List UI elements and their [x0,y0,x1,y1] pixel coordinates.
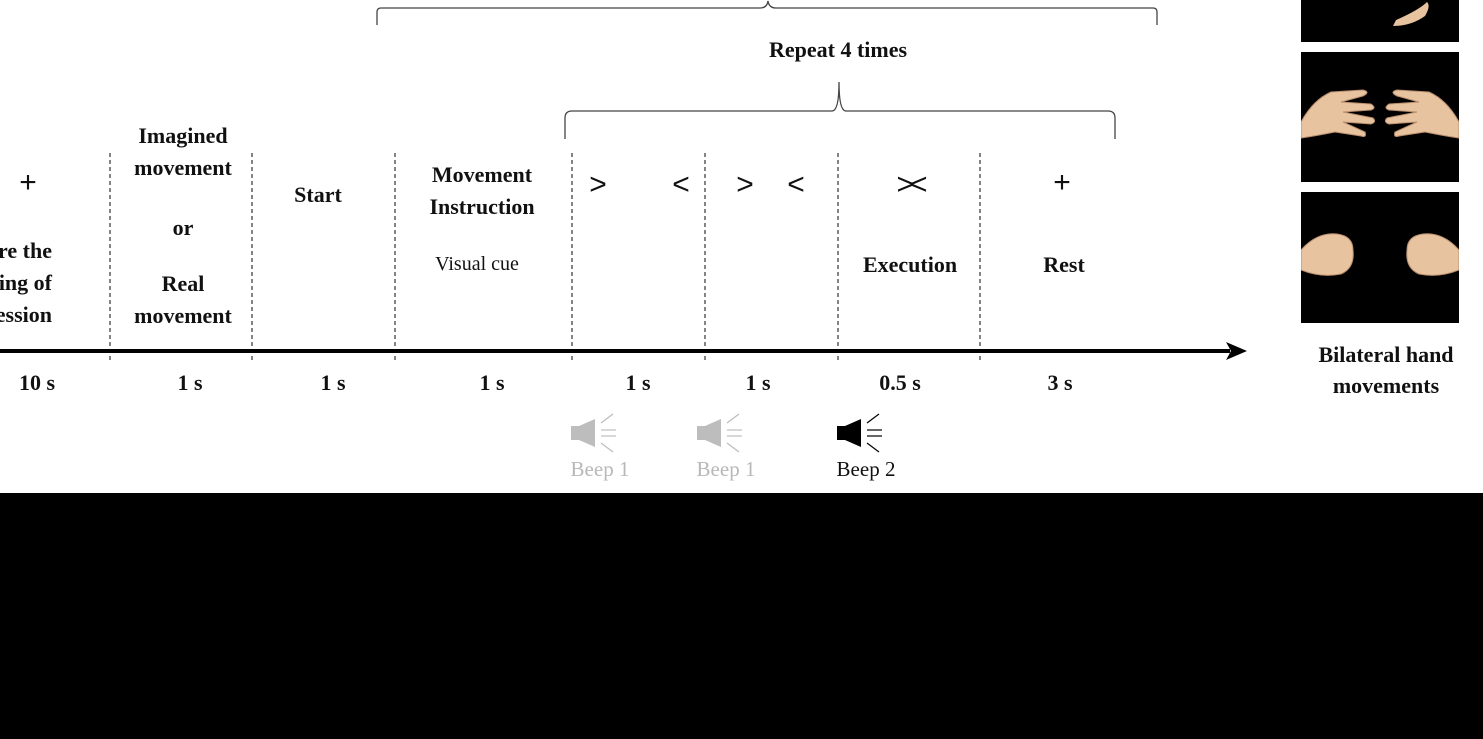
trial-timeline-figure: Repeat 4 times + fore the inning of h se… [0,0,1483,493]
beep-label: Beep 1 [696,457,756,481]
phase-text-line: movement [134,303,232,328]
cue-symbol-left: < [787,168,805,201]
phase-text-line: inning of [0,270,52,295]
cue-symbol-right: > [736,168,754,201]
phase-text-line: fore the [0,238,52,263]
outer-repeat-brace [376,0,1158,25]
phase-text-line: h session [0,302,52,327]
duration-label: 1 s [479,370,505,395]
phase-label-movement-type: Imagined movement [134,120,232,184]
phase-text-or: or [172,215,194,240]
phase-label-start: Start [294,182,342,207]
beep-label: Beep 2 [836,457,896,481]
cue-symbol-right: > [589,168,607,201]
hand-panel-caption: Bilateral hand movements [1318,339,1453,401]
fixation-cross: + [19,166,37,199]
fists-facing-image [1300,192,1460,323]
phase-text-line: Movement [431,162,533,187]
phase-text-line: Instruction [429,194,535,219]
timeline-arrowhead [1226,342,1247,360]
phase-label-pre-session: fore the inning of h session [0,235,52,331]
caption-line: Bilateral hand [1318,342,1454,367]
timeline-graphics [0,0,1247,453]
caption-line: movements [1332,373,1440,398]
duration-label: 10 s [18,370,56,395]
speaker-icon [837,413,882,453]
phase-label-movement-instruction: Movement Instruction [429,159,534,223]
phase-subtext-visual-cue: Visual cue [435,253,519,275]
repeat-label: Repeat 4 times [768,37,908,62]
phase-text-line: Imagined [138,123,228,148]
speaker-icon [697,413,742,453]
beep-label: Beep 1 [570,457,630,481]
hands-touching-image [1301,0,1459,42]
repeat-brace [564,81,1116,139]
phase-label-rest: Rest [1043,252,1085,277]
duration-label: 3 s [1047,370,1073,395]
duration-label: 1 s [745,370,771,395]
phase-label-execution: Execution [862,252,958,277]
cue-symbol-converge: >< [896,168,927,201]
speaker-icon [571,413,616,453]
phase-label-real-movement: Real movement [134,268,232,332]
duration-label: 0.5 s [879,370,921,395]
cue-symbol-left: < [672,168,690,201]
phase-text-line: movement [134,155,232,180]
phase-text-line: Real [161,271,205,296]
duration-label: 1 s [320,370,346,395]
hands-open-facing-image [1300,52,1460,182]
fixation-cross: + [1053,166,1071,199]
duration-label: 1 s [625,370,651,395]
duration-label: 1 s [177,370,203,395]
